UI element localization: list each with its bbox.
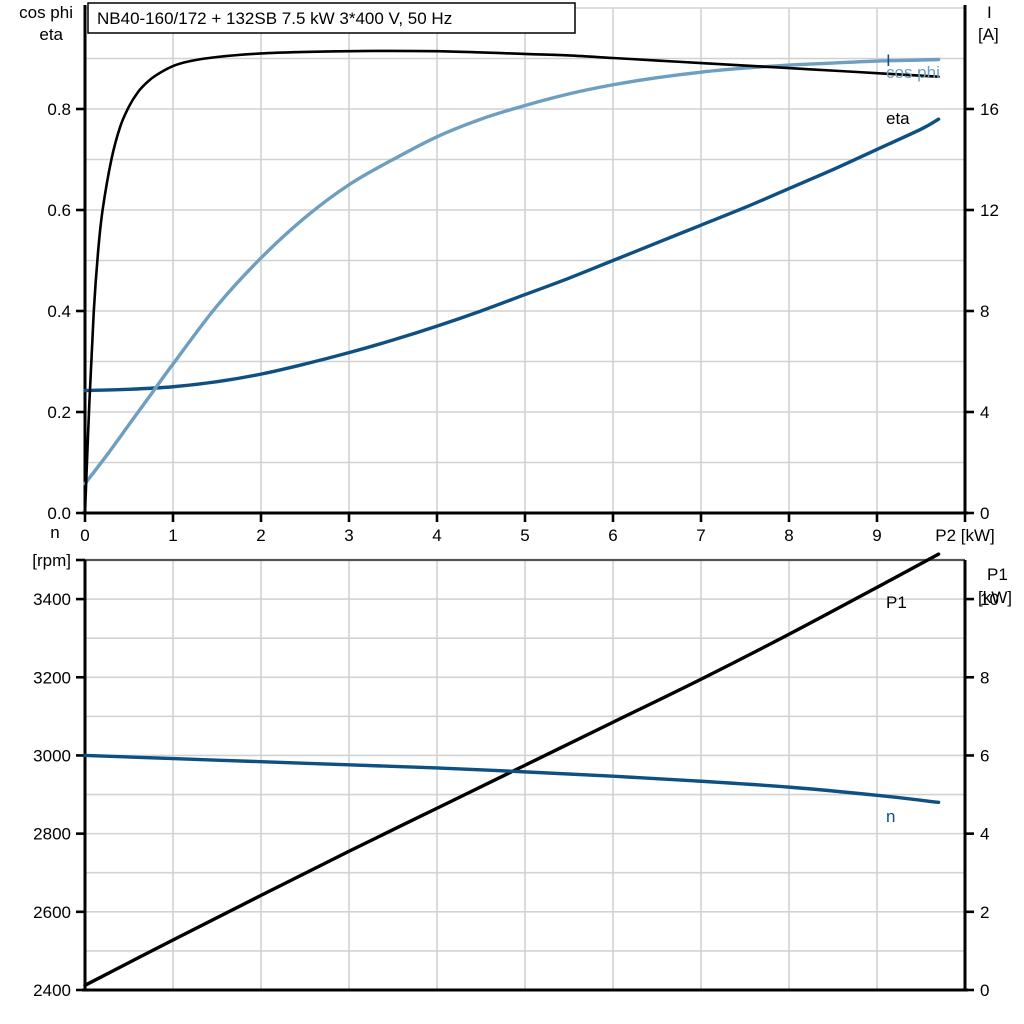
top-x-tick-label: 0: [80, 526, 89, 545]
bottom-left-tick-label: 3200: [33, 668, 71, 687]
bottom-right-tick-label: 8: [980, 668, 989, 687]
top-chart-grid: [84, 7, 966, 514]
bottom-right-tick-label: 6: [980, 746, 989, 765]
top-right-tick-label: 16: [980, 100, 999, 119]
top-left-tick-label: 0.2: [47, 403, 71, 422]
bottom-left-tick-label: 2400: [33, 981, 71, 1000]
top-right-axis-title-line2: [A]: [978, 25, 999, 44]
top-chart-curves: [83, 49, 941, 515]
curve-p1: [83, 552, 941, 988]
top-x-tick-label: 4: [432, 526, 441, 545]
top-x-tick-label: 8: [784, 526, 793, 545]
top-x-axis-label: P2 [kW]: [935, 526, 995, 545]
top-left-tick-label: 0.6: [47, 201, 71, 220]
bottom-left-axis-title-line1: n: [50, 523, 59, 542]
curve-label-eta: eta: [886, 109, 910, 128]
top-chart-axes: [76, 5, 974, 522]
chart-title: NB40-160/172 + 132SB 7.5 kW 3*400 V, 50 …: [97, 9, 452, 28]
bottom-left-tick-label: 3000: [33, 746, 71, 765]
curve-label-current: I: [886, 51, 891, 70]
top-x-tick-label: 3: [344, 526, 353, 545]
bottom-left-tick-label: 2600: [33, 903, 71, 922]
top-right-axis-title-line1: I: [987, 3, 992, 22]
curve-speed-n: [83, 753, 941, 805]
top-x-tick-label: 1: [168, 526, 177, 545]
bottom-chart-labels: 2400260028003000320034000246810n[rpm]P1[…: [32, 523, 1012, 1000]
bottom-left-axis-title-line2: [rpm]: [32, 551, 71, 570]
top-left-tick-label: 0.0: [47, 504, 71, 523]
curve-label-p1: P1: [886, 593, 907, 612]
top-left-axis-title-line2: eta: [39, 25, 63, 44]
top-right-tick-label: 4: [980, 403, 989, 422]
curve-current-I: [83, 117, 941, 393]
bottom-right-tick-label: 10: [980, 590, 999, 609]
curve-eta: [83, 49, 940, 515]
top-x-tick-label: 9: [872, 526, 881, 545]
bottom-right-axis-title-line2: [kW]: [978, 588, 1012, 607]
top-x-tick-label: 7: [696, 526, 705, 545]
top-x-tick-label: 5: [520, 526, 529, 545]
top-x-tick-label: 2: [256, 526, 265, 545]
bottom-chart-grid: [84, 559, 966, 991]
curve-label-n: n: [886, 807, 895, 826]
top-left-tick-label: 0.8: [47, 100, 71, 119]
bottom-left-tick-label: 2800: [33, 825, 71, 844]
bottom-chart-curves: [83, 552, 941, 988]
bottom-left-tick-label: 3400: [33, 590, 71, 609]
top-right-tick-label: 12: [980, 201, 999, 220]
bottom-right-axis-title-line1: P1: [987, 565, 1008, 584]
curve-label-cos-phi: cos phi: [886, 63, 940, 82]
bottom-right-tick-label: 2: [980, 903, 989, 922]
top-left-tick-label: 0.4: [47, 302, 71, 321]
top-right-tick-label: 8: [980, 302, 989, 321]
top-left-axis-title-line1: cos phi: [19, 3, 73, 22]
bottom-right-tick-label: 0: [980, 981, 989, 1000]
curve-cos-phi: [83, 57, 941, 486]
top-x-tick-label: 6: [608, 526, 617, 545]
bottom-right-tick-label: 4: [980, 825, 989, 844]
bottom-chart-axes: [76, 558, 974, 992]
top-right-tick-label: 0: [980, 504, 989, 523]
title-box: [87, 2, 576, 34]
